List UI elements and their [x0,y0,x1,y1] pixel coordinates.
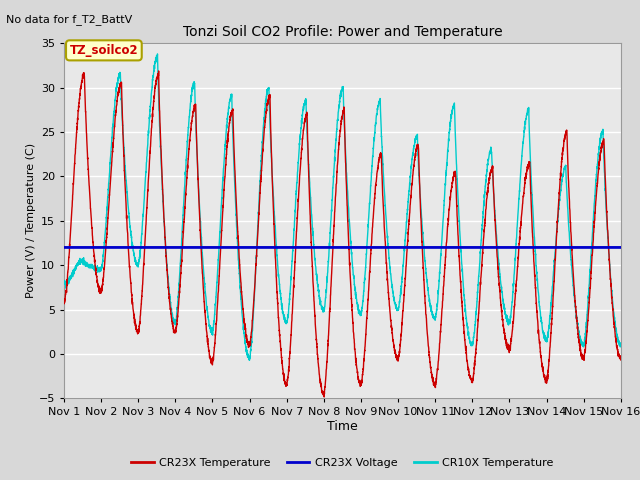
CR10X Temperature [161,219,168,225]
CR23X Temperature [161,219,168,225]
CR10X Temperature [154,51,161,57]
Text: TZ_soilco2: TZ_soilco2 [70,44,138,57]
CR23X Voltage [160,244,168,251]
CR23X Temperature [616,356,624,361]
CR10X Temperature [616,344,624,350]
CR23X Temperature [468,375,476,381]
CR23X Voltage [499,244,506,251]
CR23X Temperature [436,329,444,335]
CR23X Temperature [320,394,328,400]
CR23X Voltage [617,244,625,251]
CR23X Temperature [322,374,330,380]
CR10X Temperature [246,357,253,363]
CR23X Temperature [499,319,507,325]
Line: CR10X Temperature: CR10X Temperature [64,54,621,360]
CR23X Voltage [436,244,444,251]
Line: CR23X Temperature: CR23X Temperature [64,71,621,397]
CR10X Temperature [499,298,507,303]
CR23X Voltage [322,244,330,251]
CR10X Temperature [60,279,68,285]
CR23X Voltage [616,244,624,251]
CR10X Temperature [617,342,625,348]
Title: Tonzi Soil CO2 Profile: Power and Temperature: Tonzi Soil CO2 Profile: Power and Temper… [182,25,502,39]
CR23X Temperature [155,68,163,74]
Y-axis label: Power (V) / Temperature (C): Power (V) / Temperature (C) [26,143,36,299]
Text: No data for f_T2_BattV: No data for f_T2_BattV [6,14,132,25]
Legend: CR23X Temperature, CR23X Voltage, CR10X Temperature: CR23X Temperature, CR23X Voltage, CR10X … [127,454,558,473]
CR23X Temperature [617,356,625,361]
CR23X Temperature [60,300,68,306]
X-axis label: Time: Time [327,420,358,433]
CR10X Temperature [468,341,476,347]
CR10X Temperature [436,257,444,263]
CR23X Voltage [60,244,68,251]
CR10X Temperature [322,292,330,298]
CR23X Voltage [467,244,475,251]
